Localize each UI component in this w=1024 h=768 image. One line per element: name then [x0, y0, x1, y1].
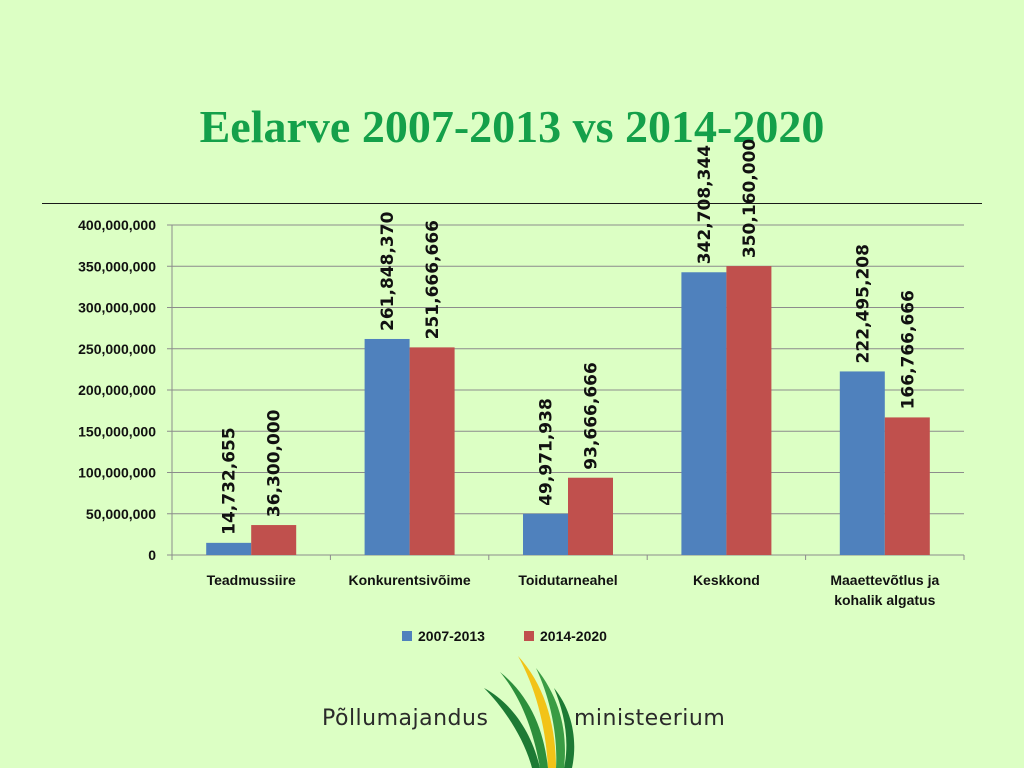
legend-swatch	[524, 631, 534, 641]
legend-label: 2007-2013	[418, 628, 485, 644]
y-tick-label: 200,000,000	[78, 382, 156, 398]
grid-lines	[172, 224, 964, 515]
bar-2007-2013	[206, 542, 252, 555]
y-tick-label: 400,000,000	[78, 217, 156, 233]
y-tick-label: 0	[148, 547, 156, 563]
data-label: 222,495,208	[853, 244, 873, 363]
data-label: 350,160,000	[740, 139, 760, 259]
bar-2014-2020	[568, 477, 613, 555]
legend: 2007-2013 2014-2020	[402, 628, 607, 644]
data-label: 166,766,666	[898, 290, 918, 409]
category-label: Konkurentsivõime	[349, 572, 471, 588]
wheat-leaves-icon	[484, 656, 575, 768]
y-tick-label: 350,000,000	[78, 258, 156, 274]
bar-2014-2020	[726, 266, 772, 555]
data-label: 93,666,666	[582, 362, 602, 470]
bar-2014-2020	[409, 347, 455, 555]
ministry-logo: Põllumajandus ministeerium	[322, 648, 742, 768]
category-label: Teadmussiire	[207, 572, 296, 588]
data-label: 36,300,000	[265, 409, 285, 517]
data-label: 14,732,655	[220, 427, 240, 535]
category-label: Keskkond	[693, 572, 760, 588]
axes: 0 50,000,000 100,000,000 150,000,000 200,000…	[78, 217, 965, 608]
bar-chart: 0 50,000,000 100,000,000 150,000,000 200,000…	[78, 139, 965, 644]
title-rule	[42, 203, 982, 204]
bar-2014-2020	[251, 525, 297, 555]
data-label: 261,848,370	[378, 211, 398, 331]
data-label: 49,971,938	[537, 398, 557, 506]
legend-label: 2014-2020	[540, 628, 607, 644]
data-labels: 14,732,655 36,300,000 261,848,370 251,666,6…	[220, 139, 919, 535]
data-label: 342,708,344	[695, 145, 715, 265]
bar-2007-2013	[523, 513, 568, 555]
y-tick-label: 150,000,000	[78, 423, 156, 439]
category-label: kohalik algatus	[834, 592, 935, 608]
slide-title: Eelarve 2007-2013 vs 2014-2020	[199, 101, 825, 152]
logo-text-right: ministeerium	[574, 706, 726, 731]
y-tick-label: 50,000,000	[86, 506, 156, 522]
y-tick-label: 250,000,000	[78, 341, 156, 357]
bar-2014-2020	[884, 417, 930, 555]
bar-2007-2013	[839, 371, 885, 555]
bar-2007-2013	[364, 338, 410, 555]
y-tick-label: 300,000,000	[78, 300, 156, 316]
data-label: 251,666,666	[423, 220, 443, 339]
legend-swatch	[402, 631, 412, 641]
category-label: Toidutarneahel	[518, 572, 617, 588]
bars	[206, 266, 930, 555]
category-label: Maaettevõtlus ja	[830, 572, 939, 588]
y-tick-label: 100,000,000	[78, 465, 156, 481]
bar-2007-2013	[681, 272, 727, 555]
logo-text-left: Põllumajandus	[322, 706, 489, 731]
